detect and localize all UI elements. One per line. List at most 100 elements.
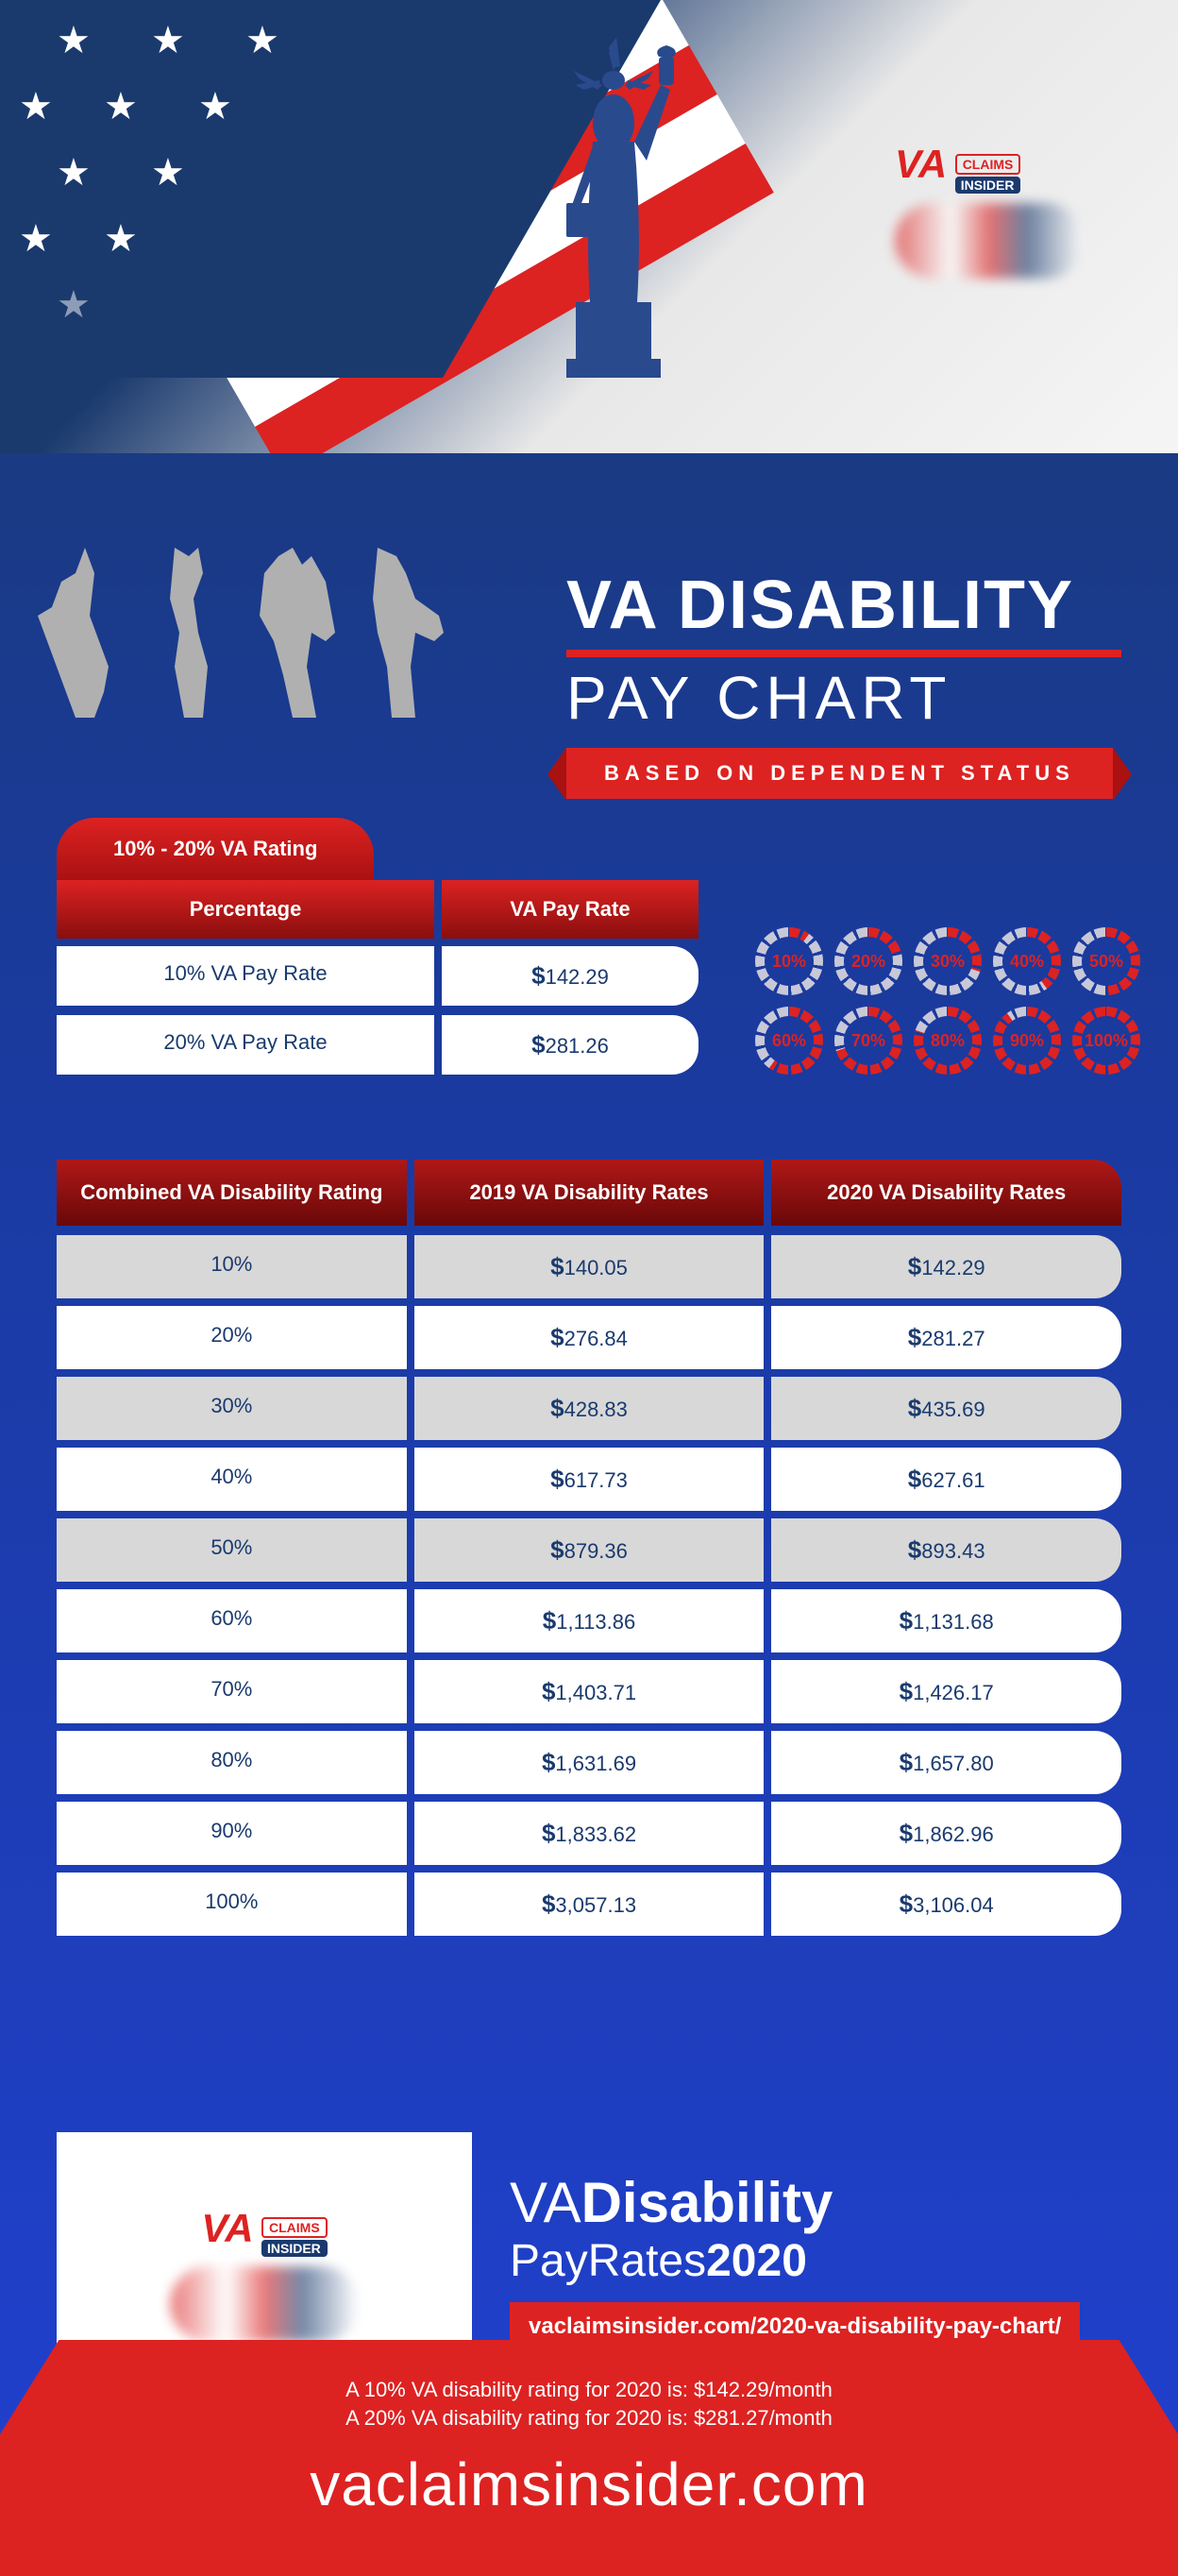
table-row: 100%$3,057.13$3,106.04 xyxy=(57,1873,1121,1936)
bt-cell-2020: $1,862.96 xyxy=(771,1802,1121,1865)
bt-cell-rating: 50% xyxy=(57,1518,407,1582)
mini-row: 20% VA Pay Rate$281.26 xyxy=(57,1015,698,1075)
title-section: VA DISABILITY PAY CHART BASED ON DEPENDE… xyxy=(0,453,1178,837)
bt-cell-2020: $1,131.68 xyxy=(771,1589,1121,1652)
flag-wave-icon xyxy=(895,203,1084,279)
mini-header-percentage: Percentage xyxy=(57,880,434,939)
bt-cell-2020: $281.27 xyxy=(771,1306,1121,1369)
title-line2: PAY CHART xyxy=(566,663,1121,733)
footer-note-2: A 20% VA disability rating for 2020 is: … xyxy=(57,2406,1121,2431)
percentage-circle: 90% xyxy=(993,1007,1061,1075)
bt-cell-2019: $1,113.86 xyxy=(414,1589,765,1652)
circle-label: 40% xyxy=(1010,952,1044,972)
footer: VA CLAIMS INSIDER VADisability PayRates2… xyxy=(0,2132,1178,2576)
percentage-circle: 50% xyxy=(1072,927,1140,995)
circle-label: 90% xyxy=(1010,1031,1044,1051)
bt-cell-2019: $1,403.71 xyxy=(414,1660,765,1723)
table-row: 70%$1,403.71$1,426.17 xyxy=(57,1660,1121,1723)
percentage-circle: 70% xyxy=(834,1007,902,1075)
mini-cell-value: $142.29 xyxy=(442,946,698,1006)
bt-cell-2019: $276.84 xyxy=(414,1306,765,1369)
logo-va: VA xyxy=(895,142,947,186)
bt-cell-2019: $879.36 xyxy=(414,1518,765,1582)
footer-logo-va: VA xyxy=(201,2206,253,2250)
bt-cell-2020: $3,106.04 xyxy=(771,1873,1121,1936)
footer-red-banner: A 10% VA disability rating for 2020 is: … xyxy=(0,2340,1178,2576)
percentage-circle: 100% xyxy=(1072,1007,1140,1075)
bt-cell-2019: $1,631.69 xyxy=(414,1731,765,1794)
circle-label: 70% xyxy=(851,1031,885,1051)
mini-cell-label: 20% VA Pay Rate xyxy=(57,1015,434,1075)
table-row: 80%$1,631.69$1,657.80 xyxy=(57,1731,1121,1794)
bt-cell-rating: 60% xyxy=(57,1589,407,1652)
bt-cell-2020: $142.29 xyxy=(771,1235,1121,1298)
circle-label: 50% xyxy=(1089,952,1123,972)
percentage-circle: 40% xyxy=(993,927,1061,995)
bt-cell-rating: 100% xyxy=(57,1873,407,1936)
table-row: 30%$428.83$435.69 xyxy=(57,1377,1121,1440)
bt-cell-rating: 20% xyxy=(57,1306,407,1369)
bt-cell-rating: 80% xyxy=(57,1731,407,1794)
bt-cell-2020: $627.61 xyxy=(771,1448,1121,1511)
percentage-circle: 60% xyxy=(755,1007,823,1075)
table-row: 40%$617.73$627.61 xyxy=(57,1448,1121,1511)
bt-cell-2020: $893.43 xyxy=(771,1518,1121,1582)
circle-label: 20% xyxy=(851,952,885,972)
bt-cell-rating: 10% xyxy=(57,1235,407,1298)
mini-row: 10% VA Pay Rate$142.29 xyxy=(57,946,698,1006)
bt-cell-rating: 40% xyxy=(57,1448,407,1511)
footer-title-1: VADisability xyxy=(510,2170,1121,2235)
table-row: 60%$1,113.86$1,131.68 xyxy=(57,1589,1121,1652)
bt-cell-2019: $428.83 xyxy=(414,1377,765,1440)
statue-liberty-icon xyxy=(491,38,736,415)
bt-cell-2020: $1,426.17 xyxy=(771,1660,1121,1723)
bt-cell-2020: $435.69 xyxy=(771,1377,1121,1440)
bt-cell-rating: 30% xyxy=(57,1377,407,1440)
footer-note-1: A 10% VA disability rating for 2020 is: … xyxy=(57,2378,1121,2402)
percentage-circles: 10% 20% 30% 40% 50% 60% 70% 80% 90% 100% xyxy=(755,880,1140,1075)
mini-cell-value: $281.26 xyxy=(442,1015,698,1075)
bt-cell-rating: 90% xyxy=(57,1802,407,1865)
logo-insider: INSIDER xyxy=(955,177,1021,194)
flag-stars: ★★★ ★★★ ★★ ★★ ★ xyxy=(19,19,302,302)
mini-header-rate: VA Pay Rate xyxy=(442,880,698,939)
footer-flag-wave-icon xyxy=(170,2266,359,2342)
circle-label: 100% xyxy=(1085,1031,1128,1051)
footer-logo-claims: CLAIMS xyxy=(261,2217,328,2238)
bt-cell-2019: $617.73 xyxy=(414,1448,765,1511)
table-row: 20%$276.84$281.27 xyxy=(57,1306,1121,1369)
footer-url[interactable]: vaclaimsinsider.com xyxy=(57,2449,1121,2519)
footer-title-2: PayRates2020 xyxy=(510,2235,1121,2287)
footer-logo-insider: INSIDER xyxy=(261,2240,328,2257)
bt-cell-2019: $1,833.62 xyxy=(414,1802,765,1865)
title-underline xyxy=(566,650,1121,657)
percentage-circle: 80% xyxy=(914,1007,982,1075)
percentage-circle: 10% xyxy=(755,927,823,995)
circle-label: 30% xyxy=(931,952,965,972)
bt-cell-2019: $140.05 xyxy=(414,1235,765,1298)
circle-label: 80% xyxy=(931,1031,965,1051)
bt-header-2020: 2020 VA Disability Rates xyxy=(771,1160,1121,1226)
bt-header-2019: 2019 VA Disability Rates xyxy=(414,1160,765,1226)
circle-label: 60% xyxy=(772,1031,806,1051)
soldiers-silhouette xyxy=(38,529,491,718)
brand-logo: VA CLAIMS INSIDER xyxy=(895,142,1084,279)
bt-cell-2019: $3,057.13 xyxy=(414,1873,765,1936)
hero-banner: ★★★ ★★★ ★★ ★★ ★ VA CLAIMS INSIDER xyxy=(0,0,1178,453)
logo-claims: CLAIMS xyxy=(955,154,1021,175)
bt-cell-rating: 70% xyxy=(57,1660,407,1723)
mini-cell-label: 10% VA Pay Rate xyxy=(57,946,434,1006)
bt-header-rating: Combined VA Disability Rating xyxy=(57,1160,407,1226)
table-row: 10%$140.05$142.29 xyxy=(57,1235,1121,1298)
table-row: 90%$1,833.62$1,862.96 xyxy=(57,1802,1121,1865)
subtitle-ribbon: BASED ON DEPENDENT STATUS xyxy=(566,748,1113,799)
comparison-table: Combined VA Disability Rating 2019 VA Di… xyxy=(57,1160,1121,1936)
circle-label: 10% xyxy=(772,952,806,972)
bt-cell-2020: $1,657.80 xyxy=(771,1731,1121,1794)
title-line1: VA DISABILITY xyxy=(566,567,1121,644)
table-row: 50%$879.36$893.43 xyxy=(57,1518,1121,1582)
mini-pay-table: Percentage VA Pay Rate 10% VA Pay Rate$1… xyxy=(57,880,1121,1084)
rating-tab: 10% - 20% VA Rating xyxy=(57,818,374,880)
percentage-circle: 30% xyxy=(914,927,982,995)
percentage-circle: 20% xyxy=(834,927,902,995)
